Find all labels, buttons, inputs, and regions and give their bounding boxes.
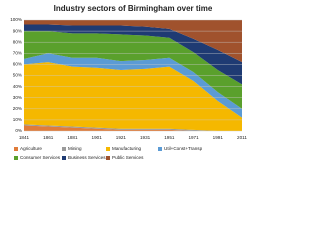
x-tick-label: 1861 (43, 135, 54, 140)
area (24, 124, 242, 131)
legend-swatch (158, 147, 162, 151)
x-tick-label: 1931 (140, 135, 151, 140)
page: Industry sectors of Birmingham over time… (10, 4, 248, 161)
x-tick-label: 1921 (116, 135, 127, 140)
legend-swatch (14, 156, 18, 160)
y-tick-label: 100% (10, 17, 22, 22)
legend-swatch (106, 156, 110, 160)
legend-label: Consumer Services (20, 155, 61, 160)
x-tick-label: 1951 (164, 135, 175, 140)
y-tick-label: 60% (13, 62, 22, 67)
x-tick-label: 1991 (213, 135, 224, 140)
area (24, 24, 242, 85)
chart-title: Industry sectors of Birmingham over time (54, 4, 213, 13)
y-tick-label: 70% (13, 51, 22, 56)
y-tick-label: 50% (13, 73, 22, 78)
y-tick-label: 10% (13, 117, 22, 122)
legend-swatch (106, 147, 110, 151)
y-tick-label: 80% (13, 39, 22, 44)
area (24, 20, 242, 63)
x-tick-label: 1971 (188, 135, 199, 140)
chart: Industry sectors of Birmingham over time… (10, 4, 247, 160)
legend-label: Mining (68, 146, 82, 151)
area (24, 125, 242, 131)
area (24, 31, 242, 109)
legend-label: Agriculture (20, 146, 42, 151)
x-tick-label: 1901 (92, 135, 103, 140)
legend-label: Public Services (112, 155, 144, 160)
legend-label: Util+Const+Transp (164, 146, 203, 151)
x-tick-label: 1841 (19, 135, 30, 140)
legend-swatch (62, 147, 66, 151)
y-tick-label: 0% (15, 128, 22, 133)
y-tick-label: 40% (13, 84, 22, 89)
legend-label: Business Services (68, 155, 106, 160)
x-tick-label: 2011 (237, 135, 247, 140)
y-tick-label: 30% (13, 95, 22, 100)
legend-swatch (62, 156, 66, 160)
area (24, 53, 242, 118)
legend-label: Manufacturing (112, 146, 142, 151)
area (24, 62, 242, 131)
legend-swatch (14, 147, 18, 151)
y-tick-label: 20% (13, 106, 22, 111)
x-tick-label: 1881 (67, 135, 78, 140)
y-tick-label: 90% (13, 28, 22, 33)
